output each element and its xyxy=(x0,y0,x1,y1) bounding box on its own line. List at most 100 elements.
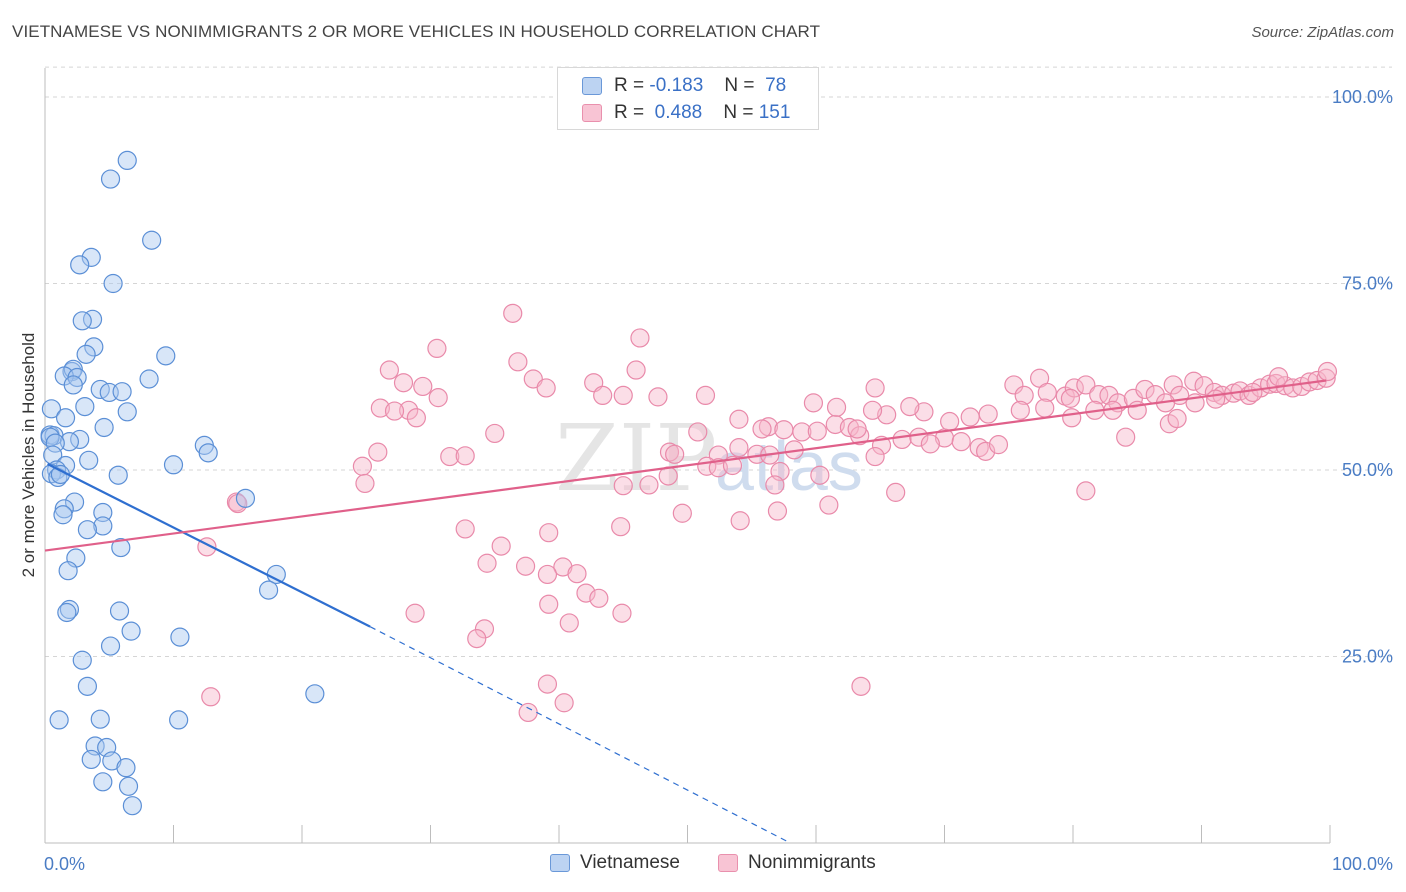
data-point xyxy=(427,338,447,359)
data-point xyxy=(851,676,871,696)
data-point xyxy=(988,435,1009,455)
vietnamese-trend-line xyxy=(47,463,371,628)
data-point xyxy=(455,519,475,539)
data-point xyxy=(485,423,505,444)
data-point xyxy=(93,516,113,536)
data-point xyxy=(508,352,528,372)
trend-lines xyxy=(44,379,1327,844)
data-point xyxy=(163,455,184,475)
data-point xyxy=(355,473,375,494)
grid-lines xyxy=(45,66,1392,657)
source-note: Source: ZipAtlas.com xyxy=(1251,24,1394,41)
data-point xyxy=(672,503,692,523)
y-tick-label: 75.0% xyxy=(1342,274,1393,294)
data-point xyxy=(1184,371,1204,391)
bottom-legend-label: Vietnamese xyxy=(580,852,680,873)
data-point xyxy=(112,382,132,402)
y-tick-label: 25.0% xyxy=(1342,647,1393,667)
data-point xyxy=(57,602,77,623)
axes xyxy=(44,68,1331,844)
data-point xyxy=(1317,361,1338,382)
data-point xyxy=(64,492,85,512)
vietnamese-trend-extension xyxy=(369,626,791,844)
data-point xyxy=(142,230,162,250)
data-point xyxy=(1116,427,1136,447)
data-point xyxy=(94,417,114,438)
data-point xyxy=(379,360,399,380)
data-point xyxy=(825,414,845,435)
data-point xyxy=(118,776,139,796)
legend-row-nonimmigrants: R = 0.488 N = 151 xyxy=(582,102,790,128)
data-point xyxy=(53,505,73,525)
data-point xyxy=(708,458,728,478)
data-point xyxy=(554,693,574,713)
data-point xyxy=(1076,375,1096,395)
legend-r-value: 0.488 xyxy=(654,102,703,123)
data-point xyxy=(59,599,80,620)
data-point xyxy=(477,553,497,573)
data-point xyxy=(109,601,130,621)
data-point xyxy=(428,388,448,408)
data-point xyxy=(84,337,104,357)
data-point xyxy=(393,373,414,393)
data-point xyxy=(1194,376,1214,396)
data-point xyxy=(81,749,101,770)
legend-row-vietnamese: R = -0.183 N = 78 xyxy=(582,75,786,101)
data-point xyxy=(198,443,218,463)
data-point xyxy=(43,445,63,465)
data-point xyxy=(1206,389,1226,409)
data-point xyxy=(593,385,613,405)
data-point xyxy=(639,475,659,495)
data-point xyxy=(82,309,103,329)
data-point xyxy=(1010,400,1030,420)
data-point xyxy=(648,387,668,407)
data-point xyxy=(1316,368,1336,388)
vietnamese-swatch xyxy=(582,76,602,95)
watermark: ZIP atlas xyxy=(555,405,863,512)
data-point xyxy=(765,475,785,495)
data-point xyxy=(169,710,189,730)
vietnamese-swatch xyxy=(550,853,570,872)
data-point xyxy=(139,369,159,389)
nonimmigrants-trend-line xyxy=(44,379,1327,552)
data-point xyxy=(75,396,95,417)
data-point xyxy=(1035,398,1055,418)
y-tick-label: 50.0% xyxy=(1342,460,1393,480)
bottom-legend-nonimmigrants: Nonimmigrants xyxy=(718,852,876,874)
data-point xyxy=(537,564,558,585)
data-point xyxy=(81,247,101,267)
data-point xyxy=(807,421,827,441)
data-point xyxy=(201,687,221,707)
data-point xyxy=(440,446,460,467)
data-point xyxy=(503,303,523,323)
legend-n-value: 151 xyxy=(758,102,791,123)
data-point xyxy=(1014,385,1034,405)
bottom-legend-label: Nonimmigrants xyxy=(748,852,876,873)
data-point xyxy=(914,402,934,422)
data-point xyxy=(235,488,256,508)
data-point xyxy=(729,438,749,458)
watermark-zip: ZIP xyxy=(555,405,717,512)
legend-r-label: R = xyxy=(614,102,645,123)
legend-r-label: R = xyxy=(614,75,645,96)
data-point xyxy=(819,495,839,515)
y-tick-labels: 25.0% 50.0% 75.0% 100.0% xyxy=(1332,87,1393,667)
data-point xyxy=(518,702,538,723)
data-point xyxy=(611,517,631,537)
data-point xyxy=(77,676,98,696)
y-tick-label: 100.0% xyxy=(1332,87,1393,107)
data-point xyxy=(1089,385,1109,405)
data-point xyxy=(49,710,69,730)
data-point xyxy=(567,564,587,584)
data-point xyxy=(1163,375,1183,395)
data-point xyxy=(90,709,110,729)
data-point xyxy=(72,311,92,331)
data-point xyxy=(951,432,971,452)
data-point xyxy=(117,150,137,171)
data-point xyxy=(474,619,495,639)
legend-n-value: 78 xyxy=(765,75,787,96)
data-point xyxy=(862,400,883,420)
data-point xyxy=(576,583,596,603)
chart-title: VIETNAMESE VS NONIMMIGRANTS 2 OR MORE VE… xyxy=(12,22,821,41)
